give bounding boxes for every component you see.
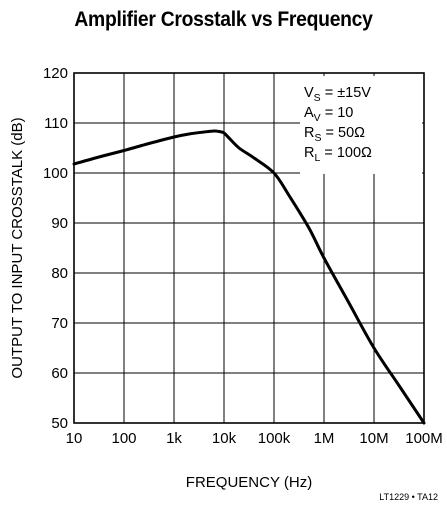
chart-title: Amplifier Crosstalk vs Frequency xyxy=(74,8,373,31)
x-tick-label: 1M xyxy=(314,430,335,447)
y-tick-label: 90 xyxy=(51,215,68,232)
tick-labels: 10 100 1k 10k 100k 1M 10M 100M 50 60 70 80 90 100 110 1… xyxy=(43,65,443,447)
annotation-line: VS = ±15V xyxy=(304,85,371,104)
x-axis-label: FREQUENCY (Hz) xyxy=(186,474,312,491)
y-tick-label: 50 xyxy=(51,415,68,432)
y-tick-label: 60 xyxy=(51,365,68,382)
x-tick-label: 100M xyxy=(405,430,443,447)
x-tick-label: 100k xyxy=(258,430,291,447)
y-axis-label: OUTPUT TO INPUT CROSSTALK (dB) xyxy=(9,117,26,378)
y-tick-label: 80 xyxy=(51,265,68,282)
footer-code: LT1229 • TA12 xyxy=(379,492,438,502)
x-tick-label: 1k xyxy=(166,430,182,447)
y-tick-label: 120 xyxy=(43,65,68,82)
crosstalk-series-line xyxy=(72,129,426,425)
x-tick-label: 10M xyxy=(359,430,388,447)
annotation-line: AV = 10 xyxy=(304,105,353,124)
annotation-line: RS = 50Ω xyxy=(304,125,365,144)
x-tick-label: 10k xyxy=(212,430,237,447)
annotation-line: RL = 100Ω xyxy=(304,145,372,164)
x-tick-label: 100 xyxy=(111,430,136,447)
y-tick-label: 100 xyxy=(43,165,68,182)
x-tick-label: 10 xyxy=(66,430,83,447)
y-tick-label: 110 xyxy=(44,115,68,132)
annotation-background xyxy=(300,76,422,174)
plot-frame xyxy=(73,72,425,424)
y-tick-label: 70 xyxy=(51,315,68,332)
